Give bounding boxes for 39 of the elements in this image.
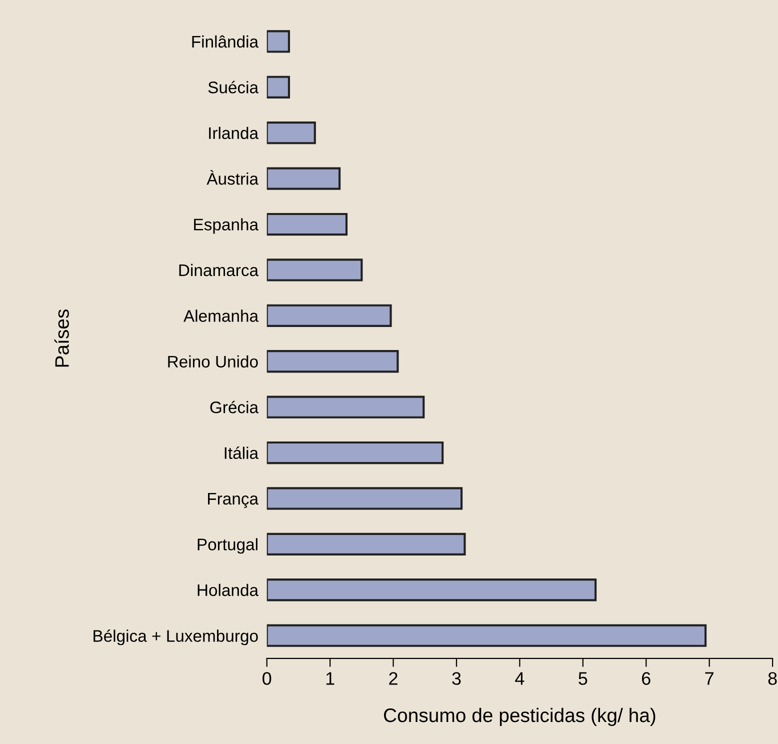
- y-tick-label: Suécia: [208, 80, 259, 94]
- y-tick-label: Irlanda: [209, 126, 259, 140]
- bar: [266, 624, 707, 647]
- y-tick-label: Espanha: [194, 218, 259, 234]
- bar: [266, 122, 316, 144]
- y-tick-label: Reino Unido: [168, 355, 258, 368]
- y-tick-label: França: [208, 493, 259, 508]
- bar: [266, 258, 363, 282]
- bar: [266, 304, 392, 327]
- y-tick-label: Dinamarca: [179, 264, 259, 276]
- y-tick-label: Finlândia: [192, 35, 259, 48]
- bar: [266, 441, 444, 464]
- bar: [266, 532, 466, 556]
- x-tick-label: 2: [389, 672, 398, 685]
- x-axis-title: Consumo de pesticidas (kg/ ha): [384, 708, 656, 726]
- y-tick-label: Àustria: [206, 170, 259, 185]
- bar: [266, 350, 399, 373]
- x-tick-label: 1: [326, 672, 334, 685]
- bar: [266, 578, 597, 602]
- bar: [266, 487, 463, 510]
- y-tick-label: Bélgica + Luxemburgo: [94, 629, 258, 646]
- bar: [266, 167, 341, 190]
- bar: [266, 30, 290, 53]
- y-tick-label: Grécia: [210, 400, 259, 414]
- y-tick-label: Portugal: [198, 538, 258, 554]
- bar: [266, 76, 290, 98]
- x-tick-label: 6: [642, 672, 650, 685]
- y-tick-label: Itália: [224, 446, 259, 459]
- x-tick-label: 8: [768, 672, 777, 685]
- bar: [266, 396, 425, 418]
- x-tick-label: 4: [515, 672, 524, 685]
- x-tick-label: 3: [452, 672, 461, 685]
- y-tick-label: Alemanha: [184, 310, 259, 322]
- y-axis-title: Países: [54, 310, 69, 367]
- y-tick-label: Holanda: [198, 584, 259, 596]
- x-tick-label: 5: [578, 672, 588, 685]
- x-tick-label: 7: [705, 672, 714, 685]
- bar: [266, 212, 348, 236]
- x-tick-label: 0: [262, 672, 272, 685]
